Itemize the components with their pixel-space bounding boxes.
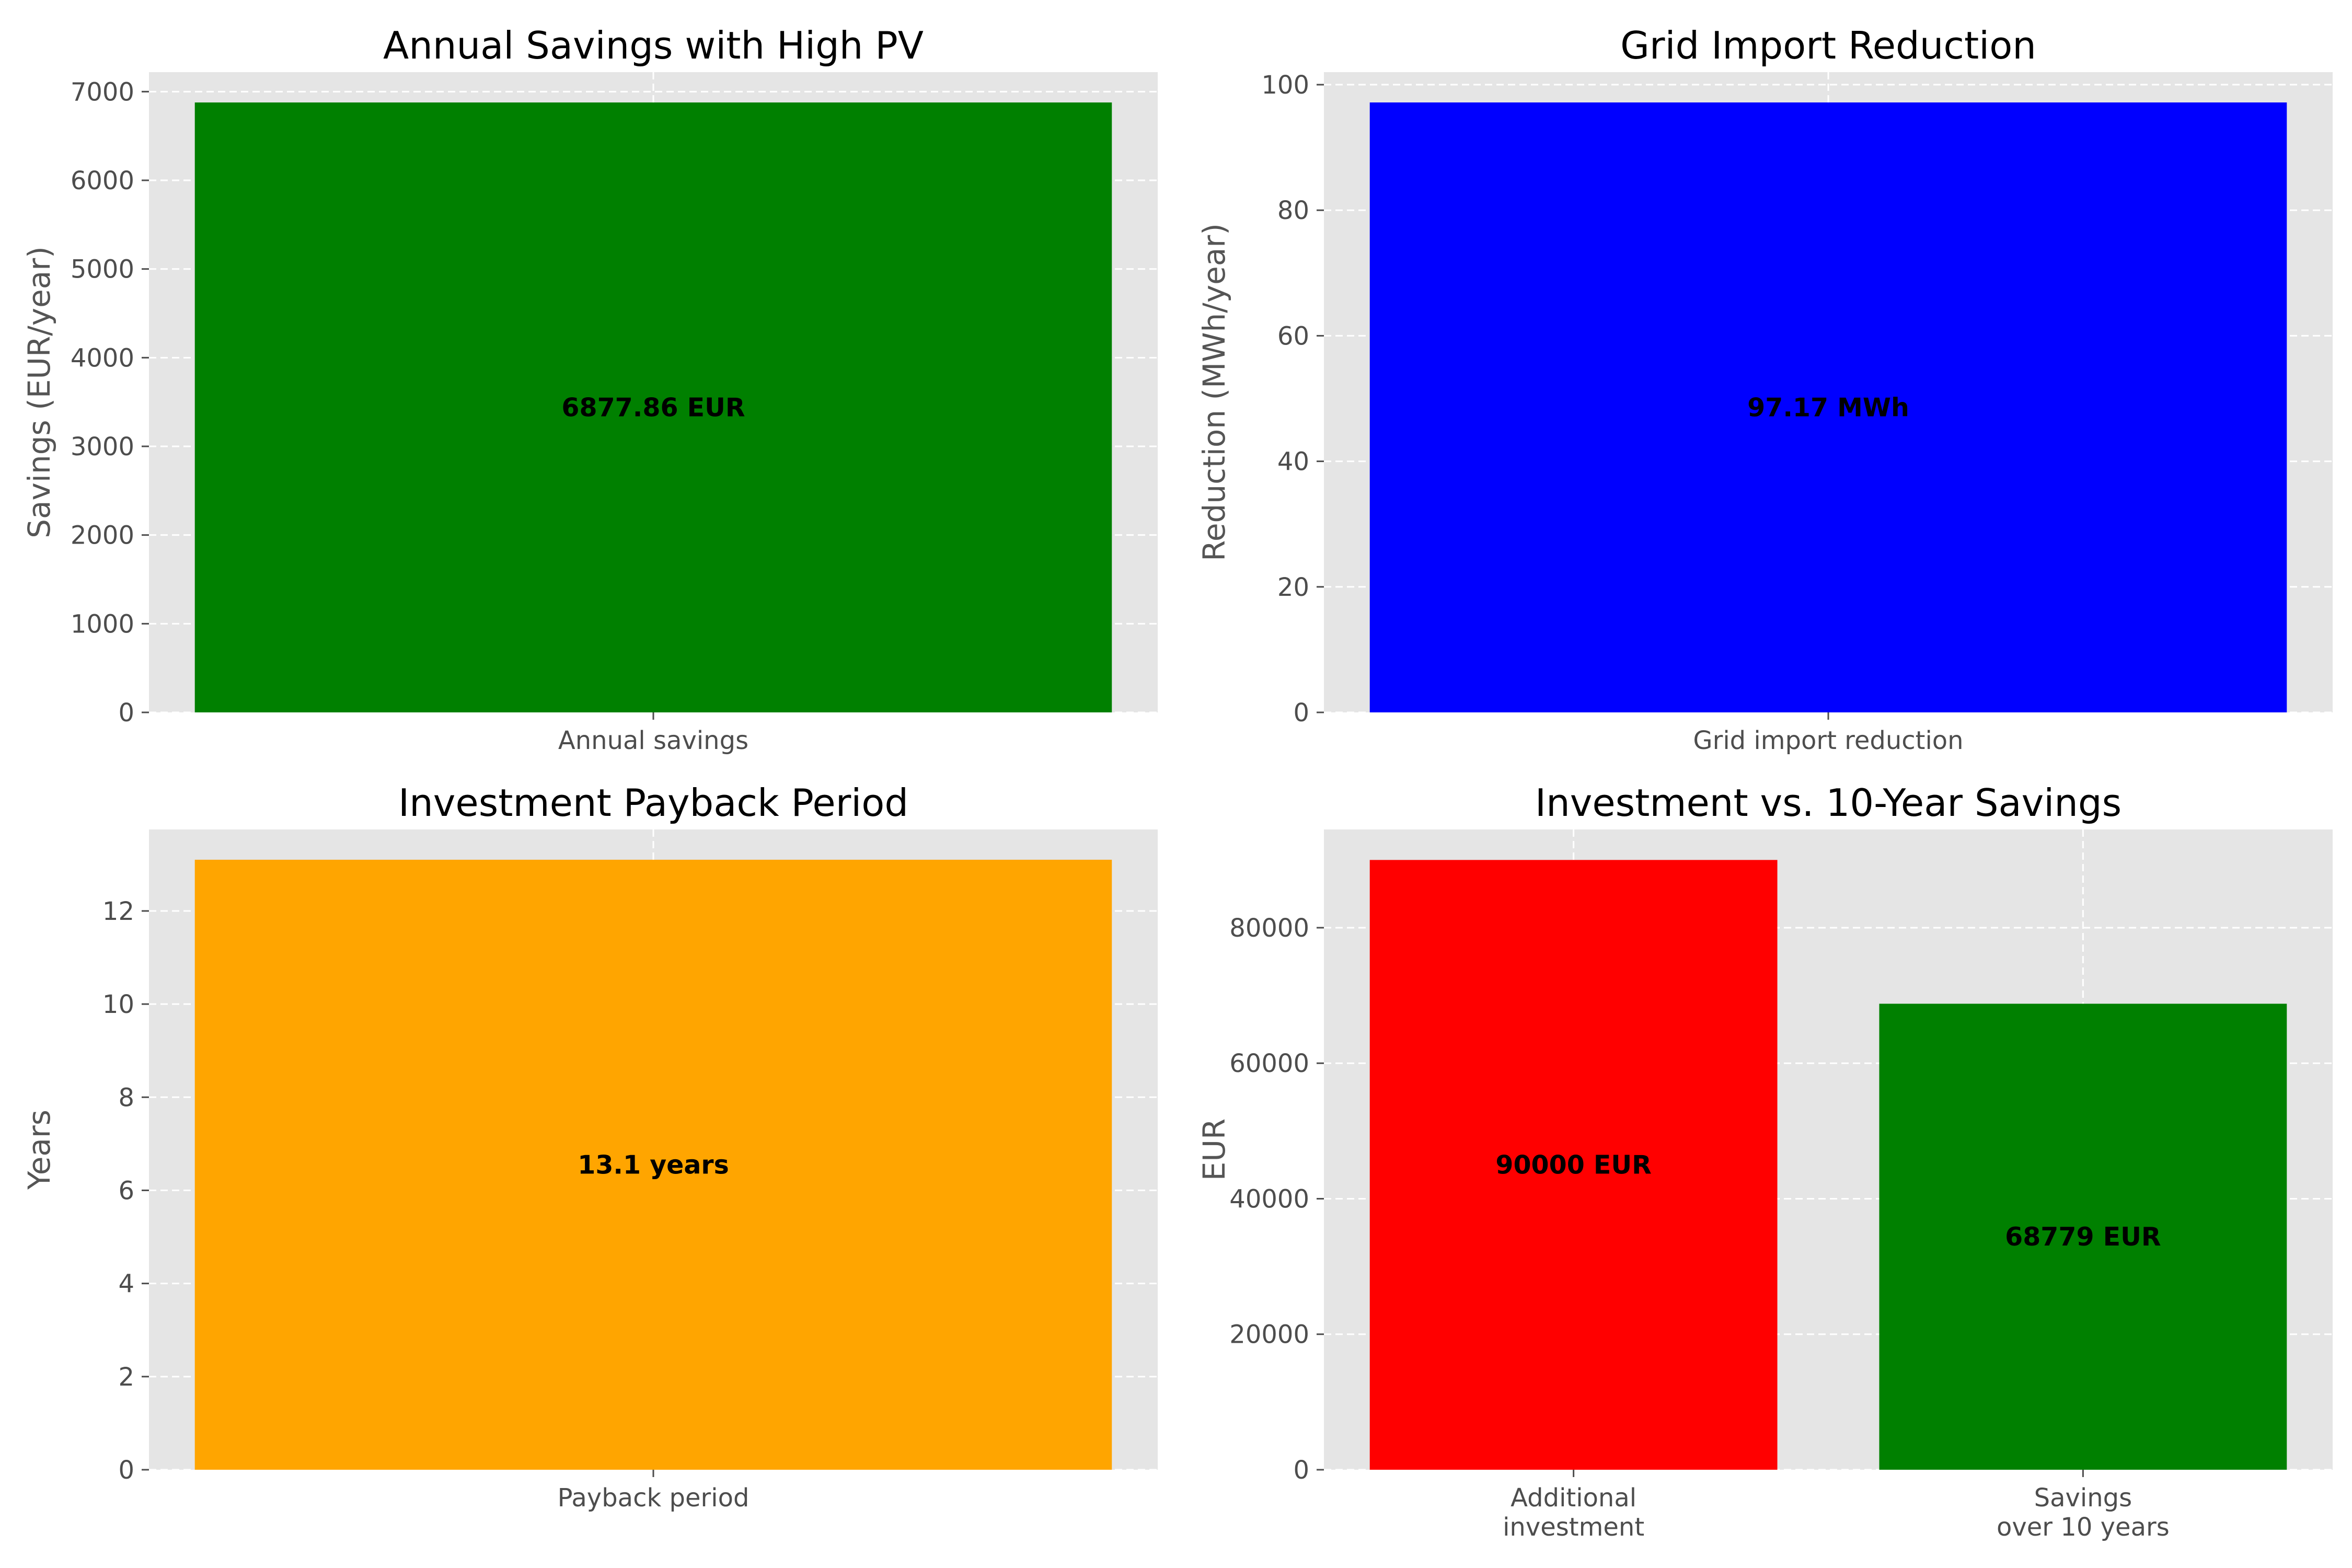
x-tick-label: Annual savings (558, 726, 748, 755)
y-axis-label: Reduction (MWh/year) (1196, 223, 1232, 561)
chart-panel-2: 0 20 40 60 80 100 97.17 MWh Grid import reducti… (1196, 24, 2333, 755)
bar-value-label: 13.1 years (578, 1150, 729, 1180)
chart-panel-4: 0 20000 40000 60000 80000 90000 EUR 68779 EUR A… (1196, 781, 2333, 1542)
y-tick-label: 8 (118, 1083, 134, 1112)
bar-value-label: 90000 EUR (1495, 1150, 1652, 1180)
y-tick-label: 12 (102, 897, 134, 926)
bar (194, 102, 1112, 713)
chart-title: Grid Import Reduction (1620, 24, 2036, 67)
x-tick-label: investment (1503, 1513, 1644, 1542)
y-tick-label: 80000 (1229, 914, 1309, 943)
bar-value-label: 97.17 MWh (1747, 393, 1909, 423)
y-tick-label: 2000 (71, 521, 134, 550)
x-tick-label: Savings (2034, 1483, 2132, 1513)
bar-value-label: 68779 EUR (2005, 1222, 2161, 1252)
chart-title: Investment vs. 10-Year Savings (1535, 781, 2122, 825)
y-tick-label: 60 (1277, 321, 1309, 351)
bar (1369, 102, 2287, 713)
bar-value-label: 6877.86 EUR (561, 393, 745, 423)
y-tick-label: 40 (1277, 447, 1309, 477)
y-tick-label: 1000 (71, 609, 134, 639)
y-tick-label: 20 (1277, 573, 1309, 602)
y-axis-label: EUR (1196, 1119, 1232, 1181)
y-tick-label: 20000 (1229, 1320, 1309, 1350)
chart-title: Annual Savings with High PV (383, 24, 924, 67)
y-tick-label: 100 (1261, 71, 1309, 100)
y-tick-label: 0 (118, 698, 134, 728)
y-tick-label: 60000 (1229, 1049, 1309, 1078)
y-axis-label: Years (21, 1110, 57, 1190)
bar (194, 859, 1112, 1470)
y-tick-label: 7000 (71, 77, 134, 107)
y-tick-label: 4000 (71, 343, 134, 373)
chart-panel-1: 0 1000 2000 3000 4000 5000 6000 7000 6877.86 EUR… (21, 24, 1158, 755)
y-axis-label: Savings (EUR/year) (21, 246, 57, 538)
y-tick-label: 5000 (71, 255, 134, 284)
x-tick-label: Additional (1511, 1483, 1636, 1513)
x-tick-label: over 10 years (1997, 1513, 2170, 1542)
y-tick-label: 10 (102, 990, 134, 1019)
y-tick-label: 40000 (1229, 1184, 1309, 1214)
x-tick-label: Grid import reduction (1693, 726, 1963, 755)
bar (1369, 860, 1778, 1470)
y-tick-label: 80 (1277, 196, 1309, 225)
y-tick-label: 2 (118, 1363, 134, 1392)
y-tick-label: 0 (1293, 1456, 1309, 1485)
chart-panel-3: 0 2 4 6 8 10 12 13.1 years Payback period Investm… (21, 781, 1158, 1513)
y-tick-label: 6000 (71, 166, 134, 195)
y-tick-label: 3000 (71, 432, 134, 462)
x-tick-label: Payback period (558, 1483, 750, 1513)
y-tick-label: 0 (118, 1456, 134, 1485)
y-tick-label: 6 (118, 1176, 134, 1205)
bar (1879, 1004, 2287, 1470)
chart-title: Investment Payback Period (398, 781, 908, 825)
y-tick-label: 0 (1293, 698, 1309, 728)
y-tick-label: 4 (118, 1270, 134, 1299)
